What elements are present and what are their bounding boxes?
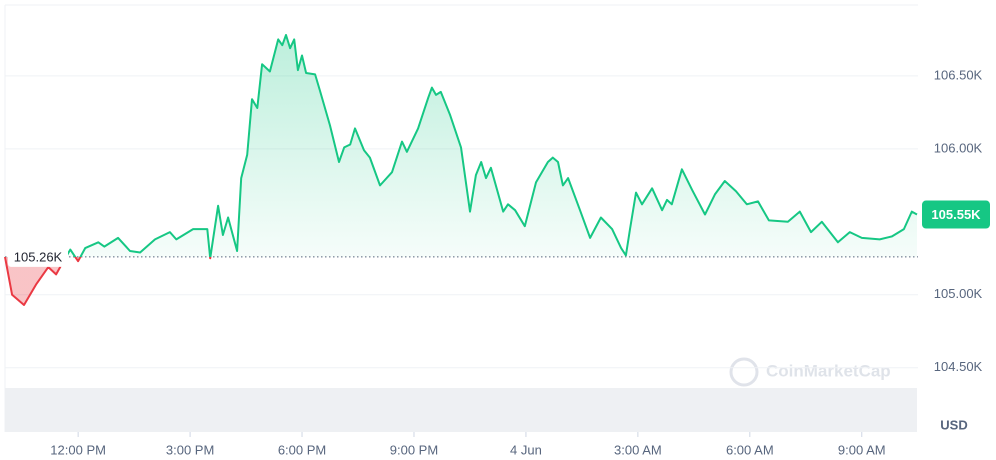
y-tick-label: 106.00K <box>934 140 983 155</box>
x-tick-label: 6:00 AM <box>726 442 774 457</box>
currency-label: USD <box>940 417 967 432</box>
x-tick-label: 3:00 AM <box>614 442 662 457</box>
watermark-logo <box>729 357 759 387</box>
y-tick-label: 104.50K <box>934 359 983 374</box>
y-tick-label: 106.50K <box>934 67 983 82</box>
watermark: CoinMarketCap <box>729 357 891 387</box>
x-tick-label: 3:00 PM <box>166 442 214 457</box>
x-tick-label: 6:00 PM <box>278 442 326 457</box>
y-tick-label: 105.00K <box>934 286 983 301</box>
current-price-badge <box>922 200 990 229</box>
baseline-label: 105.26K <box>14 249 63 264</box>
baseline-label-bg <box>8 246 68 267</box>
x-tick-label: 12:00 PM <box>50 442 106 457</box>
x-tick-label: 9:00 PM <box>390 442 438 457</box>
x-tick-label: 9:00 AM <box>838 442 886 457</box>
price-line <box>4 34 918 306</box>
x-tick-label: 4 Jun <box>510 442 542 457</box>
current-price-label: 105.55K <box>931 207 981 222</box>
volume-band <box>5 388 917 432</box>
watermark-text: CoinMarketCap <box>766 361 891 380</box>
